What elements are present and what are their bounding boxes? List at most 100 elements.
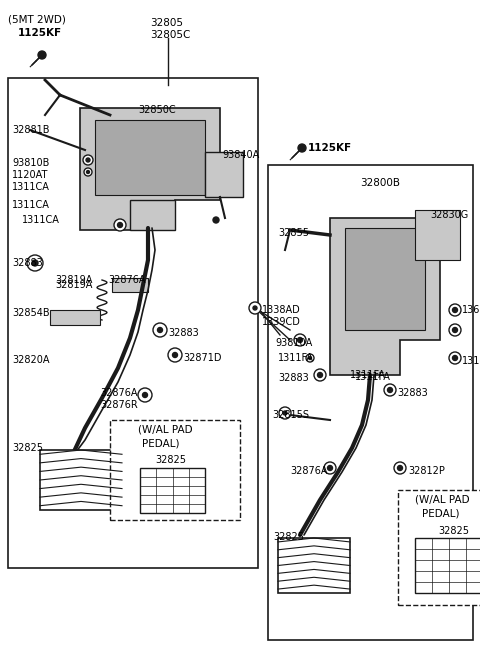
Text: 1360GH: 1360GH bbox=[462, 305, 480, 315]
Circle shape bbox=[394, 462, 406, 474]
Circle shape bbox=[86, 158, 90, 162]
Circle shape bbox=[27, 255, 43, 271]
Circle shape bbox=[249, 302, 261, 314]
Text: 32850C: 32850C bbox=[138, 105, 176, 115]
Text: 32876R: 32876R bbox=[100, 400, 138, 410]
Circle shape bbox=[449, 304, 461, 316]
Text: 93810A: 93810A bbox=[275, 338, 312, 348]
Text: 32805C: 32805C bbox=[150, 30, 191, 40]
Text: 32825: 32825 bbox=[438, 526, 469, 536]
Circle shape bbox=[327, 466, 333, 470]
Polygon shape bbox=[130, 200, 175, 230]
Circle shape bbox=[453, 356, 457, 361]
Text: 32883: 32883 bbox=[278, 373, 309, 383]
Circle shape bbox=[153, 323, 167, 337]
Bar bbox=[415, 538, 480, 593]
Text: (W/AL PAD: (W/AL PAD bbox=[138, 425, 192, 435]
Polygon shape bbox=[330, 218, 440, 375]
Text: 32871D: 32871D bbox=[183, 353, 221, 363]
Circle shape bbox=[114, 219, 126, 231]
Text: 32825: 32825 bbox=[273, 532, 304, 542]
Text: 32883: 32883 bbox=[12, 258, 43, 268]
Circle shape bbox=[298, 144, 306, 152]
Text: 1125KF: 1125KF bbox=[308, 143, 352, 153]
Text: 32883: 32883 bbox=[168, 328, 199, 338]
Text: 32800B: 32800B bbox=[360, 178, 400, 188]
Circle shape bbox=[449, 324, 461, 336]
Circle shape bbox=[253, 306, 257, 310]
Circle shape bbox=[453, 327, 457, 333]
Text: 1338AD: 1338AD bbox=[262, 305, 301, 315]
Bar bbox=[140, 468, 205, 513]
Text: 1339CD: 1339CD bbox=[262, 317, 301, 327]
Polygon shape bbox=[345, 228, 425, 330]
Circle shape bbox=[306, 354, 314, 362]
Text: PEDAL): PEDAL) bbox=[142, 438, 180, 448]
Text: 93840A: 93840A bbox=[222, 150, 259, 160]
Text: 1311FA: 1311FA bbox=[278, 353, 314, 363]
Text: 32883: 32883 bbox=[397, 388, 428, 398]
Text: 32819A: 32819A bbox=[55, 275, 92, 285]
Text: 32854B: 32854B bbox=[12, 308, 49, 318]
Circle shape bbox=[86, 171, 89, 173]
Text: 1311CA: 1311CA bbox=[12, 200, 50, 210]
Circle shape bbox=[213, 217, 219, 223]
Text: (W/AL PAD: (W/AL PAD bbox=[415, 495, 469, 505]
Polygon shape bbox=[112, 278, 148, 292]
Polygon shape bbox=[50, 310, 100, 325]
Polygon shape bbox=[415, 210, 460, 260]
Text: 93810B: 93810B bbox=[12, 158, 49, 168]
Text: 32819A: 32819A bbox=[55, 280, 92, 290]
Text: PEDAL): PEDAL) bbox=[422, 508, 459, 518]
Circle shape bbox=[84, 168, 92, 176]
Circle shape bbox=[314, 369, 326, 381]
Circle shape bbox=[32, 260, 38, 266]
Text: 32825: 32825 bbox=[155, 455, 186, 465]
Bar bbox=[8, 78, 258, 568]
Bar bbox=[205, 152, 243, 197]
Text: 32830G: 32830G bbox=[430, 210, 468, 220]
Circle shape bbox=[138, 388, 152, 402]
Bar bbox=[398, 490, 480, 605]
Circle shape bbox=[453, 308, 457, 312]
Text: 1311CA: 1311CA bbox=[12, 182, 50, 192]
Text: 32876A: 32876A bbox=[290, 466, 327, 476]
Circle shape bbox=[294, 334, 306, 346]
Circle shape bbox=[118, 222, 122, 228]
Circle shape bbox=[279, 407, 291, 419]
Text: 32820A: 32820A bbox=[12, 355, 49, 365]
Circle shape bbox=[324, 462, 336, 474]
Text: (5MT 2WD): (5MT 2WD) bbox=[8, 15, 66, 25]
Circle shape bbox=[283, 411, 287, 415]
Text: 32876A: 32876A bbox=[108, 275, 145, 285]
Circle shape bbox=[387, 388, 393, 392]
Text: 1125KF: 1125KF bbox=[18, 28, 62, 38]
Text: 32825: 32825 bbox=[12, 443, 43, 453]
Text: 1310JA: 1310JA bbox=[462, 356, 480, 366]
Circle shape bbox=[83, 155, 93, 165]
Circle shape bbox=[397, 466, 403, 470]
Circle shape bbox=[317, 373, 323, 377]
Circle shape bbox=[309, 356, 312, 359]
Polygon shape bbox=[95, 120, 205, 195]
Text: 1311FA: 1311FA bbox=[355, 372, 391, 382]
Bar bbox=[110, 420, 240, 520]
Text: 32876A: 32876A bbox=[100, 388, 137, 398]
Text: 32805: 32805 bbox=[150, 18, 183, 28]
Circle shape bbox=[168, 348, 182, 362]
Bar bbox=[268, 165, 473, 640]
Circle shape bbox=[143, 392, 147, 398]
Text: 32855: 32855 bbox=[278, 228, 309, 238]
Text: 32881B: 32881B bbox=[12, 125, 49, 135]
Circle shape bbox=[172, 352, 178, 358]
Text: 32812P: 32812P bbox=[408, 466, 445, 476]
Circle shape bbox=[298, 337, 302, 342]
Circle shape bbox=[384, 384, 396, 396]
Circle shape bbox=[157, 327, 163, 333]
Text: 1120AT: 1120AT bbox=[12, 170, 48, 180]
Circle shape bbox=[449, 352, 461, 364]
Text: 32815S: 32815S bbox=[272, 410, 309, 420]
Bar bbox=[278, 538, 350, 593]
Bar bbox=[40, 450, 122, 510]
Text: 1311FA: 1311FA bbox=[350, 370, 386, 380]
